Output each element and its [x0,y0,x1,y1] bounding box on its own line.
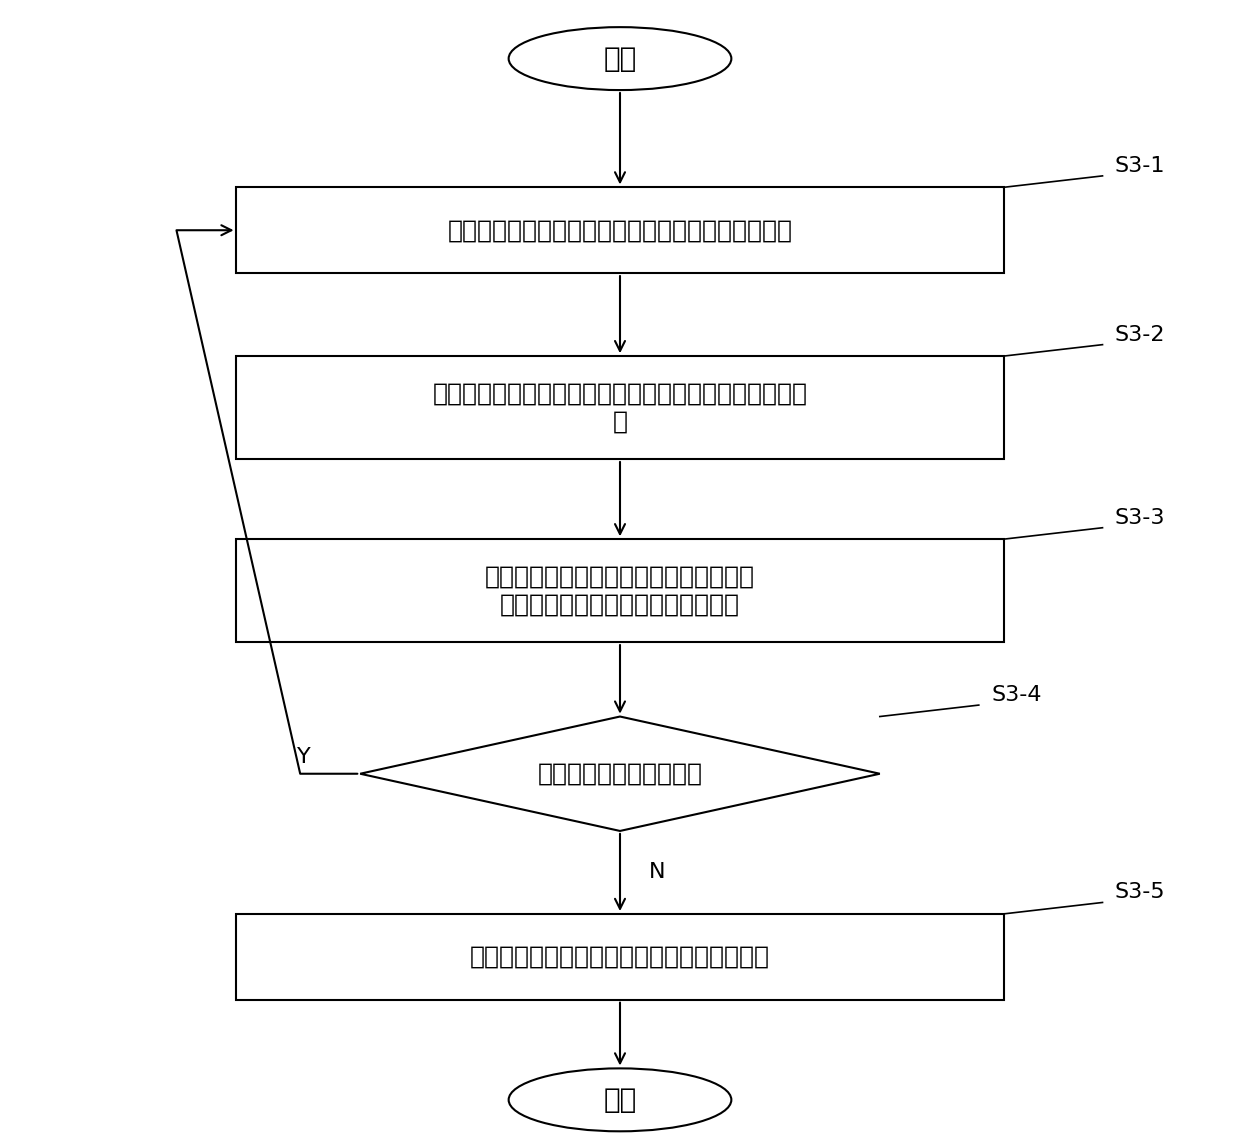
FancyBboxPatch shape [237,914,1003,1000]
Polygon shape [360,717,880,830]
FancyBboxPatch shape [237,187,1003,273]
Text: 开始: 开始 [604,45,636,72]
FancyBboxPatch shape [237,356,1003,459]
Ellipse shape [508,1068,732,1131]
Text: S3-1: S3-1 [1115,156,1166,175]
Text: S3-4: S3-4 [991,685,1042,705]
Text: N: N [649,863,666,882]
Text: 是否收到下一次调度信息: 是否收到下一次调度信息 [537,762,703,786]
Text: 使仓储多机器人从当前位置到达货架位置，提取货架: 使仓储多机器人从当前位置到达货架位置，提取货架 [448,218,792,242]
FancyBboxPatch shape [237,539,1003,642]
Text: S3-3: S3-3 [1115,508,1166,528]
Text: S3-5: S3-5 [1115,882,1166,903]
Text: S3-2: S3-2 [1115,325,1166,344]
Text: 使仓储多机器人从货架位置到达卸货位置，并停留预设时
间: 使仓储多机器人从货架位置到达卸货位置，并停留预设时 间 [433,382,807,434]
Text: Y: Y [296,747,311,766]
Text: 使仓储多机器人从停放位置到达预设停靠位置: 使仓储多机器人从停放位置到达预设停靠位置 [470,945,770,969]
Text: 使仓储多机器人从卸货位置到达停放货架
位置，停放货架，并等待下一次调度: 使仓储多机器人从卸货位置到达停放货架 位置，停放货架，并等待下一次调度 [485,564,755,617]
Text: 结束: 结束 [604,1086,636,1114]
Ellipse shape [508,28,732,91]
